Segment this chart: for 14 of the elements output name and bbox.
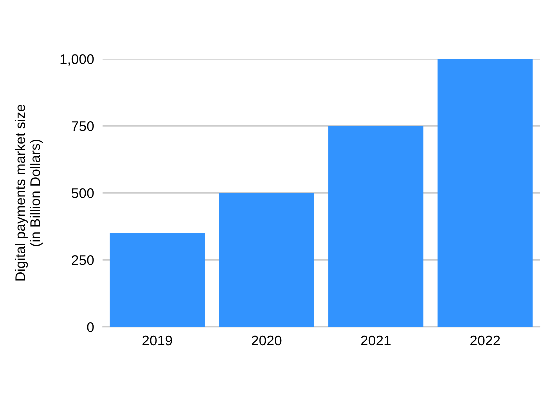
- y-axis-title: Digital payments market size (in Billion Dollars): [15, 104, 44, 281]
- bar: [328, 126, 424, 328]
- bar: [110, 233, 206, 328]
- y-tick-label: 500: [72, 188, 94, 198]
- x-tick-label: 2022: [470, 336, 500, 346]
- bar: [438, 59, 533, 328]
- y-tick-label: 250: [72, 255, 94, 266]
- y-tick-label: 750: [72, 121, 94, 132]
- y-tick-label: 0: [87, 322, 94, 332]
- y-tick-label: 1,000: [60, 54, 94, 66]
- x-tick-label: 2020: [252, 336, 282, 346]
- bar: [219, 193, 314, 328]
- x-tick-label: 2021: [361, 336, 391, 346]
- x-tick-label: 2019: [142, 336, 172, 346]
